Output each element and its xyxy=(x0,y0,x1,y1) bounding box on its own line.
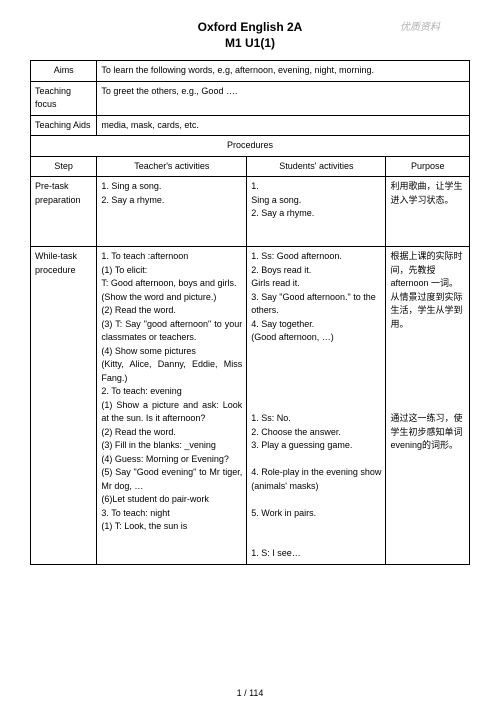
purpose-header: Purpose xyxy=(386,156,470,177)
student-header: Students' activities xyxy=(247,156,386,177)
aims-row: Aims To learn the following words, e.g, … xyxy=(31,61,470,82)
page-number: 1 / 114 xyxy=(0,688,500,698)
aims-value: To learn the following words, e.g, after… xyxy=(97,61,470,82)
focus-label: Teaching focus xyxy=(31,81,97,115)
lesson-table: Aims To learn the following words, e.g, … xyxy=(30,60,470,565)
aims-label: Aims xyxy=(31,61,97,82)
whiletask-purpose: 根据上课的实际时间，先教授 afternoon 一词。从情景过度到实际生活，学生… xyxy=(386,247,470,565)
watermark-text: 优质资料 xyxy=(400,18,440,33)
aids-value: media, mask, cards, etc. xyxy=(97,115,470,136)
procedures-title: Procedures xyxy=(31,136,470,157)
whiletask-step: While-task procedure xyxy=(31,247,97,565)
whiletask-teacher: 1. To teach :afternoon (1) To elicit: T:… xyxy=(97,247,247,565)
focus-row: Teaching focus To greet the others, e.g.… xyxy=(31,81,470,115)
whiletask-row: While-task procedure 1. To teach :aftern… xyxy=(31,247,470,565)
pretask-row: Pre-task preparation 1. Sing a song. 2. … xyxy=(31,177,470,247)
aids-row: Teaching Aids media, mask, cards, etc. xyxy=(31,115,470,136)
pretask-step: Pre-task preparation xyxy=(31,177,97,247)
step-header: Step xyxy=(31,156,97,177)
focus-value: To greet the others, e.g., Good …. xyxy=(97,81,470,115)
pretask-teacher: 1. Sing a song. 2. Say a rhyme. xyxy=(97,177,247,247)
whiletask-student: 1. Ss: Good afternoon. 2. Boys read it. … xyxy=(247,247,386,565)
procedures-title-row: Procedures xyxy=(31,136,470,157)
page-subtitle: M1 U1(1) xyxy=(30,36,470,50)
pretask-purpose: 利用歌曲，让学生进入学习状态。 xyxy=(386,177,470,247)
pretask-student: 1. Sing a song. 2. Say a rhyme. xyxy=(247,177,386,247)
teacher-header: Teacher's activities xyxy=(97,156,247,177)
column-header-row: Step Teacher's activities Students' acti… xyxy=(31,156,470,177)
aids-label: Teaching Aids xyxy=(31,115,97,136)
